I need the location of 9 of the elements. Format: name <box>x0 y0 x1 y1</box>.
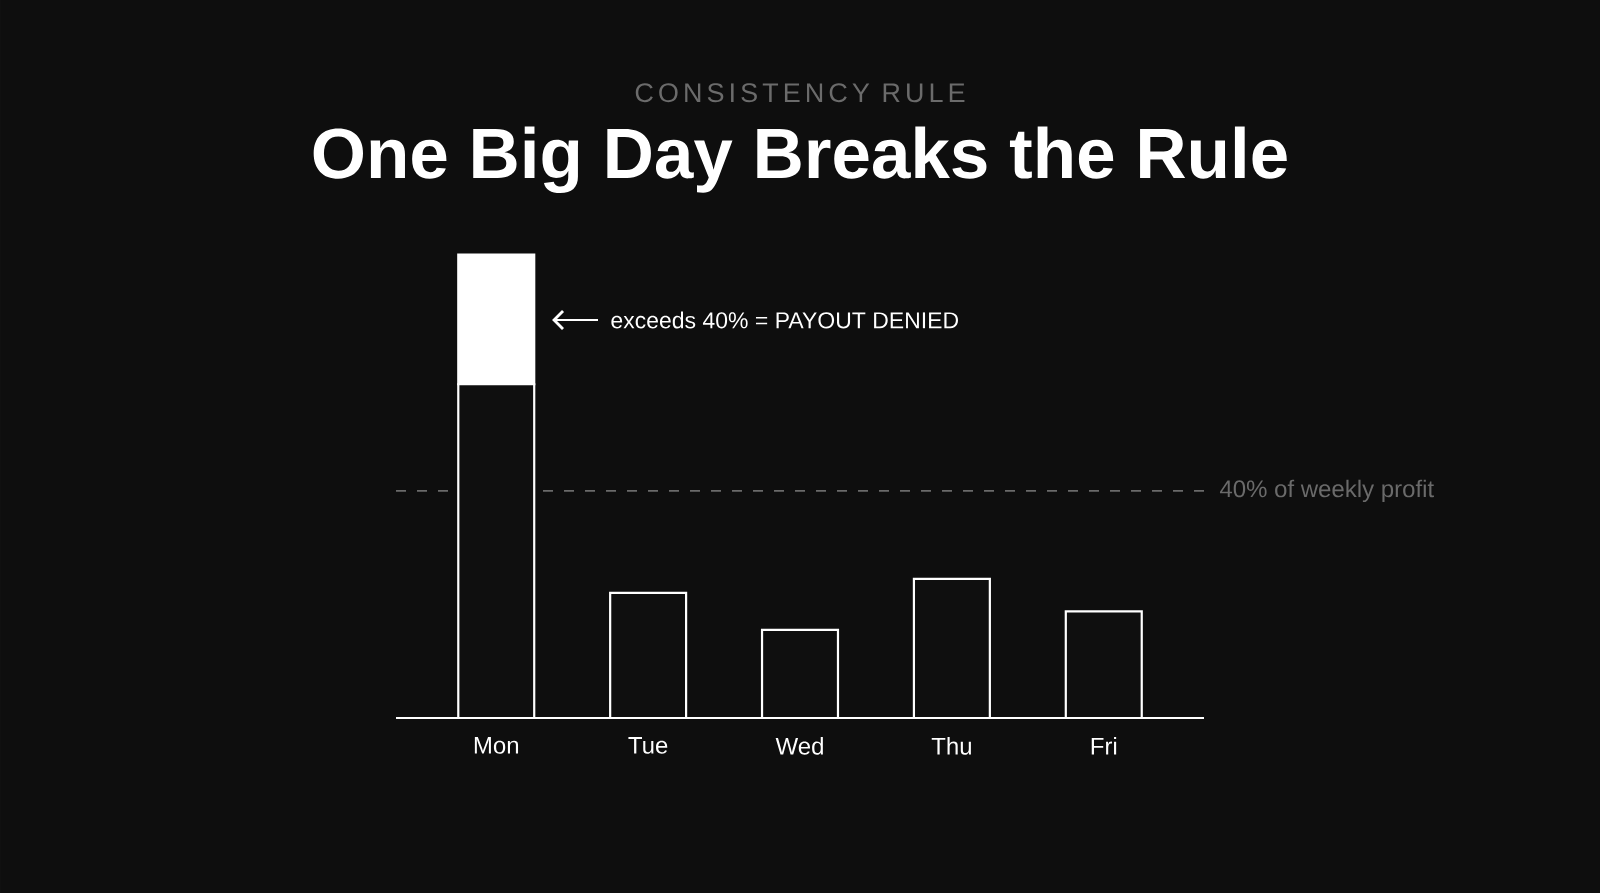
x-tick-label: Mon <box>474 737 519 754</box>
annotation: exceeds 40% = PAYOUT DENIED <box>611 311 958 329</box>
x-tick-label: Wed <box>775 737 823 755</box>
x-tick-label: Thu <box>931 737 971 755</box>
x-tick-label: Tue <box>628 737 668 754</box>
chart-title: One Big Day Breaks the Rule <box>313 126 1287 194</box>
x-tick-label: Fri <box>1091 737 1117 755</box>
chart-subtitle: CONSISTENCY RULE <box>635 83 965 103</box>
ref-line-label: 40% of weekly profit <box>1219 479 1434 503</box>
